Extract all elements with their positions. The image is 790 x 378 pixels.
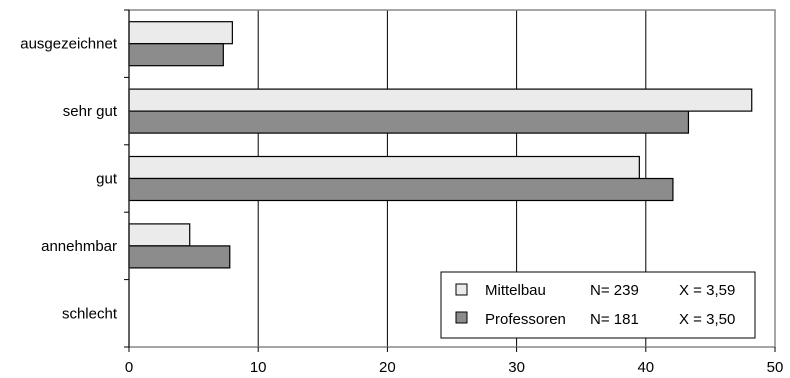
x-axis-ticks: 0 10 20 30 40 50 — [125, 347, 784, 376]
category-labels: ausgezeichnet sehr gut gut annehmbar schlech… — [20, 36, 118, 323]
bar-professoren-1 — [128, 110, 690, 134]
bar-mittelbau-1 — [128, 88, 753, 112]
category-label-2: gut — [96, 171, 118, 188]
x-tick-label-10: 10 — [250, 359, 267, 376]
category-label-1: sehr gut — [63, 103, 118, 120]
legend-mean-mittelbau: X = 3,59 — [679, 282, 735, 299]
x-tick-label-0: 0 — [125, 359, 133, 376]
category-label-0: ausgezeichnet — [20, 36, 118, 53]
bars — [128, 21, 753, 269]
legend-swatch-mittelbau — [455, 283, 468, 296]
legend-label-mittelbau: Mittelbau — [485, 282, 546, 299]
bar-professoren-2 — [128, 177, 674, 202]
category-label-3: annehmbar — [41, 238, 117, 255]
legend-n-mittelbau: N= 239 — [590, 282, 639, 299]
legend-n-professoren: N= 181 — [590, 311, 639, 328]
x-tick-label-30: 30 — [508, 359, 525, 376]
x-tick-label-50: 50 — [767, 359, 784, 376]
bar-professoren-3 — [128, 245, 231, 269]
y-axis-ticks — [124, 9, 129, 348]
bar-mittelbau-2 — [128, 155, 640, 180]
bar-professoren-0 — [128, 43, 224, 67]
bar-mittelbau-0 — [128, 21, 233, 45]
bar-mittelbau-3 — [128, 223, 191, 247]
x-tick-label-40: 40 — [637, 359, 654, 376]
legend: Mittelbau N= 239 X = 3,59 Professoren N=… — [440, 271, 756, 339]
category-label-4: schlecht — [62, 305, 118, 322]
legend-label-professoren: Professoren — [485, 311, 566, 328]
legend-mean-professoren: X = 3,50 — [679, 311, 735, 328]
x-tick-label-20: 20 — [379, 359, 396, 376]
legend-box — [440, 271, 756, 339]
legend-swatch-professoren — [455, 311, 468, 324]
